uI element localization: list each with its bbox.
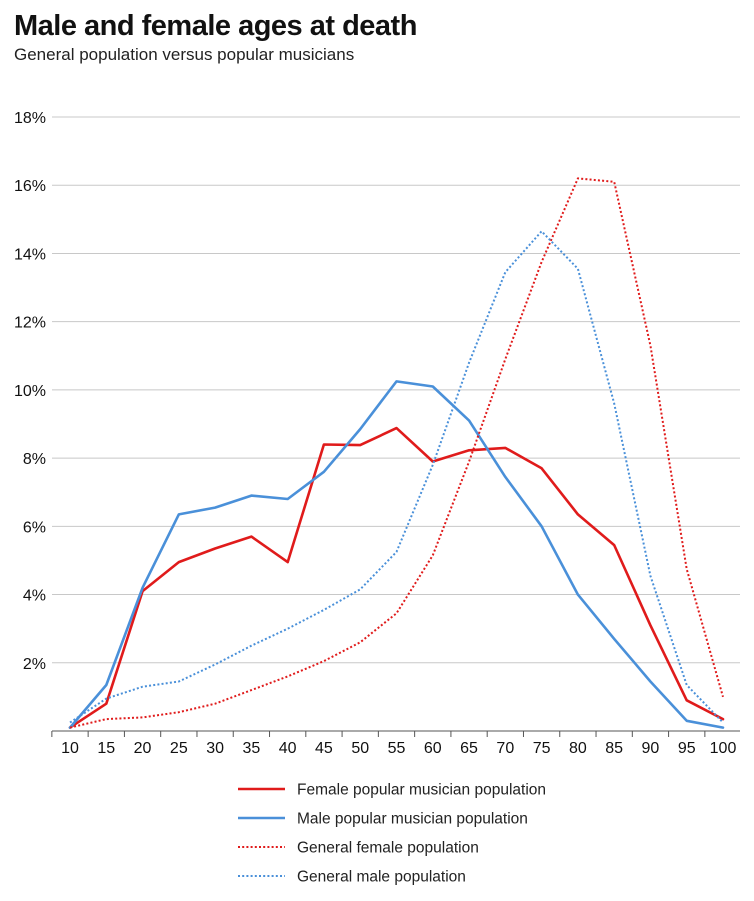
y-tick-label: 12% <box>14 315 46 332</box>
legend-label-2: Male popular musician population <box>297 811 528 828</box>
legend: Female popular musician population Male p… <box>238 782 546 886</box>
x-tick-label: 75 <box>533 740 551 757</box>
y-tick-label: 14% <box>14 246 46 263</box>
x-tick-label: 20 <box>134 740 152 757</box>
x-tick-label: 25 <box>170 740 188 757</box>
x-tick-label: 85 <box>605 740 623 757</box>
y-tick-label: 16% <box>14 178 46 195</box>
series-line-2 <box>68 380 725 729</box>
y-tick-label: 4% <box>23 588 46 605</box>
series-line-1 <box>68 426 725 729</box>
x-tick-label: 50 <box>351 740 369 757</box>
y-tick-label: 8% <box>23 451 46 468</box>
y-tick-label: 18% <box>14 110 46 127</box>
x-tick-label: 10 <box>61 740 79 757</box>
x-tick-label: 70 <box>496 740 514 757</box>
x-tick-label: 60 <box>424 740 442 757</box>
chart-subtitle: General population versus popular musici… <box>14 45 355 64</box>
y-tick-label: 6% <box>23 519 46 536</box>
x-tick-label: 45 <box>315 740 333 757</box>
x-tick-label: 55 <box>388 740 406 757</box>
series-lines <box>68 177 725 729</box>
series-line-3 <box>69 177 724 729</box>
x-tick-label: 90 <box>642 740 660 757</box>
legend-label-4: General male population <box>297 869 466 886</box>
x-tick-label: 30 <box>206 740 224 757</box>
axes: 2% 4% 6% 8% 10% 12% 14% 16% 18% 10 15 20 25 30 35 40 45 5… <box>14 110 740 757</box>
x-tick-label: 95 <box>678 740 696 757</box>
x-tick-label: 65 <box>460 740 478 757</box>
x-tick-label: 15 <box>97 740 115 757</box>
legend-label-3: General female population <box>297 840 479 857</box>
grid-lines <box>52 116 740 664</box>
x-tick-label: 35 <box>242 740 260 757</box>
y-tick-label: 2% <box>23 656 46 673</box>
x-tick-label: 40 <box>279 740 297 757</box>
series-line-4 <box>69 230 724 724</box>
x-tick-label: 80 <box>569 740 587 757</box>
legend-label-1: Female popular musician population <box>297 782 546 799</box>
x-tick-label: 100 <box>710 740 737 757</box>
chart-title: Male and female ages at death <box>14 10 417 42</box>
y-tick-label: 10% <box>14 383 46 400</box>
